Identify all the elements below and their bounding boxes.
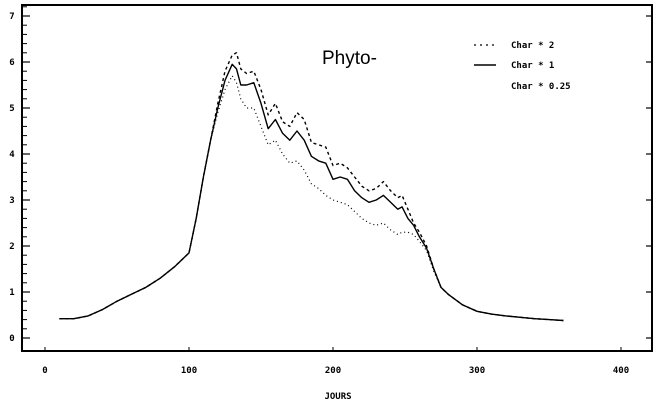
- y-tick-label: 1: [9, 288, 14, 298]
- plot-series: [59, 52, 564, 322]
- plot-frame: [21, 4, 653, 352]
- x-tick-label: 300: [469, 366, 485, 376]
- chart-title: Phyto-: [322, 48, 377, 69]
- series-char-2: [59, 52, 564, 322]
- y-tick-label: 6: [9, 58, 14, 68]
- series-char-1: [59, 63, 564, 322]
- legend-label-char-0-25: Char * 0.25: [511, 82, 571, 92]
- x-tick-label: 400: [613, 366, 629, 376]
- x-tick-label: 200: [325, 366, 341, 376]
- legend: Char * 2 Char * 1 Char * 0.25: [474, 41, 571, 92]
- y-tick-label: 2: [9, 242, 14, 252]
- y-tick-label: 4: [9, 150, 15, 160]
- series-char-0-25: [59, 75, 564, 322]
- x-axis-label: JOURS: [324, 392, 351, 402]
- x-tick-label: 0: [42, 366, 47, 376]
- y-axis: 0 1 2 3 4 5 6 7: [9, 6, 652, 344]
- legend-label-char-2: Char * 2: [511, 41, 554, 51]
- y-tick-label: 7: [9, 12, 14, 22]
- y-tick-label: 5: [9, 104, 14, 114]
- y-tick-label: 0: [9, 334, 14, 344]
- legend-label-char-1: Char * 1: [511, 61, 554, 71]
- x-tick-label: 100: [181, 366, 197, 376]
- x-axis: 0 100 200 300 400: [42, 347, 629, 376]
- y-tick-label: 3: [9, 196, 14, 206]
